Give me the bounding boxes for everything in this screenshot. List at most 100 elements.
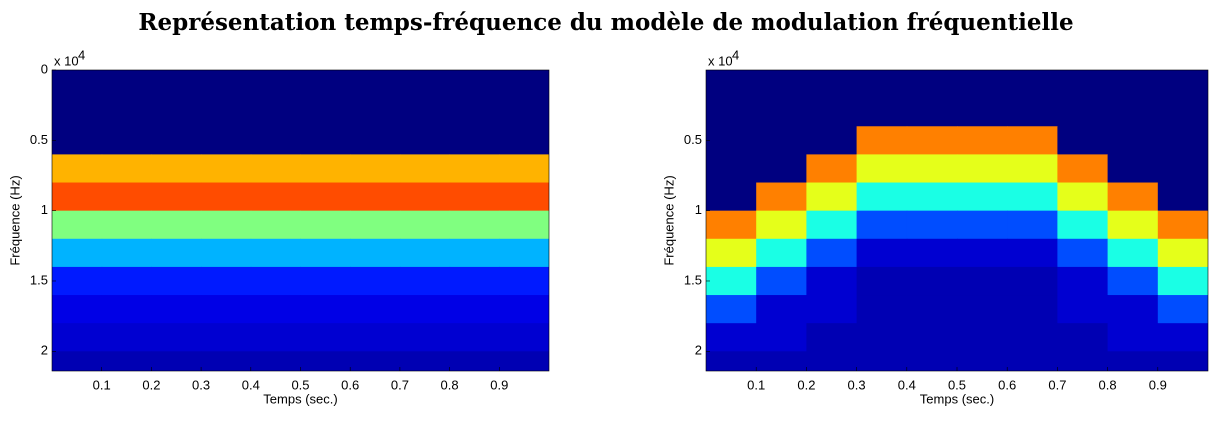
heatmap-cell: [1107, 154, 1159, 184]
heatmap-cell: [101, 266, 152, 296]
heatmap-cell: [499, 238, 549, 268]
x-tick-label: 0.5: [291, 377, 309, 392]
heatmap-cell: [1157, 238, 1208, 268]
heatmap-cell: [499, 210, 549, 240]
heatmap-cell: [350, 70, 401, 99]
heatmap-cell: [151, 351, 202, 371]
heatmap-cell: [957, 238, 1008, 268]
y-tick-label: 0.5: [30, 132, 48, 147]
heatmap-cell: [906, 351, 958, 371]
heatmap-cell: [399, 323, 451, 352]
x-tick-label: 0.4: [898, 377, 916, 392]
heatmap-cell: [101, 154, 152, 184]
heatmap-cell: [957, 351, 1008, 371]
heatmap-cell: [906, 210, 958, 240]
y-multiplier: x 10: [54, 53, 79, 68]
heatmap-cell: [706, 210, 757, 240]
heatmap-cell: [151, 182, 202, 212]
heatmap-cell: [399, 266, 451, 296]
heatmap-cell: [706, 154, 757, 184]
heatmap-cell: [101, 351, 152, 371]
heatmap-cell: [806, 295, 858, 324]
heatmap-cell: [756, 323, 807, 352]
heatmap-cell: [399, 182, 451, 212]
heatmap-cell: [52, 351, 103, 371]
x-tick-label: 0.2: [797, 377, 815, 392]
heatmap-cell: [856, 126, 908, 155]
heatmap-cell: [151, 154, 202, 184]
heatmap-cell: [52, 210, 103, 240]
heatmap-cell: [756, 238, 807, 268]
heatmap-cell: [449, 323, 500, 352]
heatmap-cell: [756, 295, 807, 324]
heatmap-cell: [350, 295, 401, 324]
heatmap-cell: [449, 351, 500, 371]
heatmap-cell: [806, 323, 858, 352]
heatmap-cell: [350, 182, 401, 212]
heatmap-cell: [449, 126, 500, 155]
heatmap-cell: [449, 70, 500, 99]
heatmap-cell: [906, 70, 958, 99]
heatmap-cell: [1157, 266, 1208, 296]
heatmap-cell: [1057, 210, 1109, 240]
heatmap-cell: [957, 323, 1008, 352]
heatmap-cell: [957, 210, 1008, 240]
heatmap-cell: [806, 266, 858, 296]
heatmap-cell: [856, 210, 908, 240]
heatmap-cell: [756, 98, 807, 127]
heatmap-cell: [101, 182, 152, 212]
heatmap-cell: [856, 154, 908, 184]
heatmap-cell: [856, 323, 908, 352]
heatmap-cell: [957, 154, 1008, 184]
heatmap-cell: [906, 154, 958, 184]
figure-title: Représentation temps-fréquence du modèle…: [138, 9, 1073, 36]
heatmap-cell: [52, 182, 103, 212]
heatmap-cell: [350, 266, 401, 296]
heatmap-cell: [399, 210, 451, 240]
heatmap-cell: [399, 295, 451, 324]
x-tick-label: 0.8: [1099, 377, 1117, 392]
heatmap-cell: [101, 238, 152, 268]
heatmap-cell: [1057, 98, 1109, 127]
heatmap-cell: [499, 182, 549, 212]
heatmap-cell: [706, 70, 757, 99]
heatmap-cell: [756, 266, 807, 296]
heatmap-cell: [250, 323, 301, 352]
heatmap-cell: [1107, 126, 1159, 155]
heatmap-cell: [706, 351, 757, 371]
heatmap-cell: [856, 351, 908, 371]
heatmap-cell: [52, 98, 103, 127]
heatmap-cell: [1057, 126, 1109, 155]
heatmap-cell: [300, 182, 351, 212]
heatmap-cell: [756, 210, 807, 240]
heatmap-cell: [350, 351, 401, 371]
heatmap-cell: [350, 238, 401, 268]
heatmap-cell: [399, 154, 451, 184]
heatmap-cell: [300, 154, 351, 184]
x-tick-label: 0.9: [1149, 377, 1167, 392]
heatmap-cell: [1057, 351, 1109, 371]
heatmap-cell: [906, 182, 958, 212]
heatmap-cell: [250, 98, 301, 127]
heatmap-cell: [1107, 295, 1159, 324]
heatmap-cell: [906, 323, 958, 352]
x-tick-label: 0.3: [848, 377, 866, 392]
heatmap-cell: [806, 210, 858, 240]
heatmap-cell: [1057, 154, 1109, 184]
heatmap-cell: [1157, 323, 1208, 352]
heatmap-cell: [957, 126, 1008, 155]
heatmap-cell: [101, 210, 152, 240]
heatmap-cell: [201, 266, 252, 296]
heatmap-cell: [1157, 210, 1208, 240]
heatmap-cell: [1157, 154, 1208, 184]
heatmap-cell: [1107, 70, 1159, 99]
heatmap-cell: [151, 70, 202, 99]
heatmap-cell: [201, 210, 252, 240]
x-tick-label: 0.6: [998, 377, 1016, 392]
y-multiplier: x 10: [708, 53, 733, 68]
heatmap-cell: [151, 323, 202, 352]
heatmap-cell: [350, 126, 401, 155]
heatmap-cell: [201, 98, 252, 127]
heatmap-cell: [499, 266, 549, 296]
